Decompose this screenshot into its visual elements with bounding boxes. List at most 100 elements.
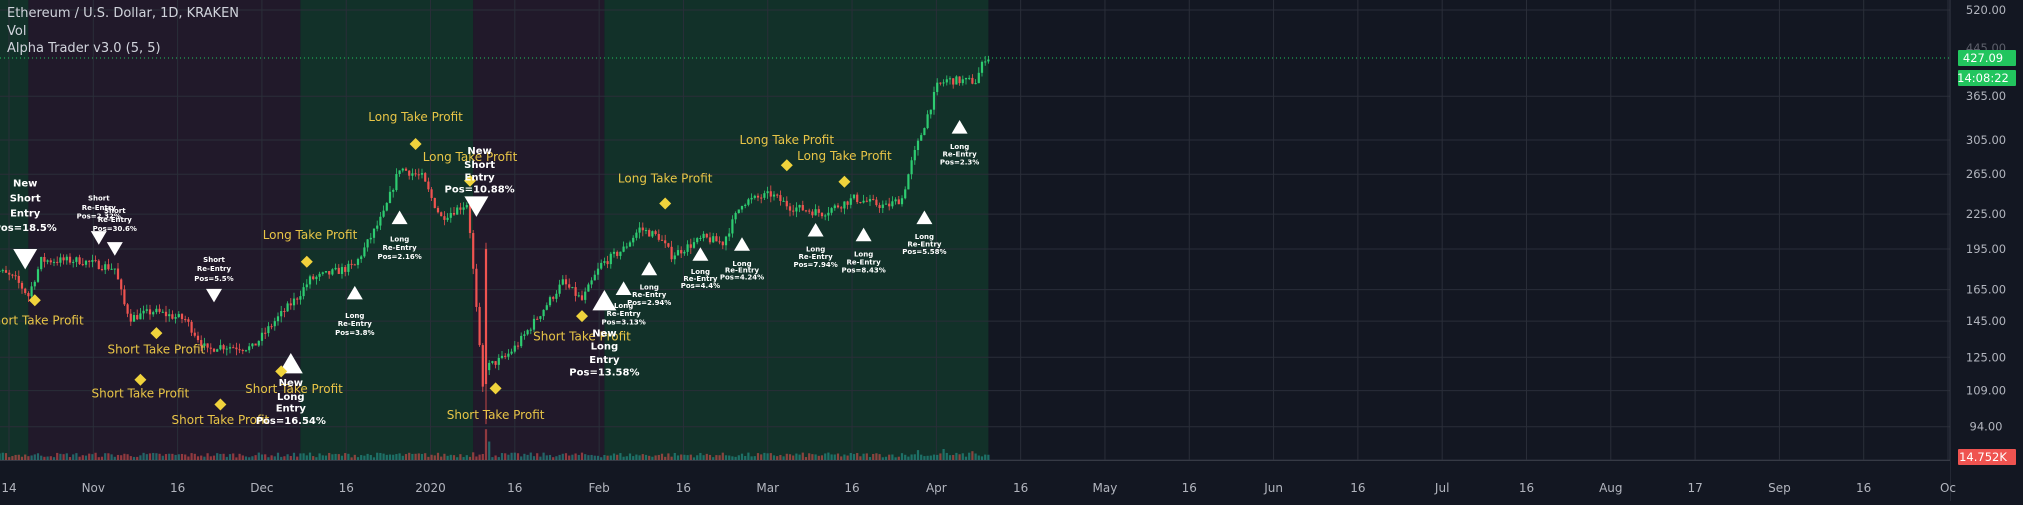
candle-body: [478, 306, 481, 346]
volume-bar: [129, 456, 132, 460]
signal-label: Re-Entry: [943, 151, 978, 159]
zone-long: [604, 0, 989, 460]
time-tick-label: 16: [1350, 481, 1365, 495]
candle-body: [724, 236, 728, 246]
signal-label: Short: [88, 194, 110, 202]
volume-bar: [248, 457, 251, 460]
last-price-label: 427.09: [1963, 51, 2003, 65]
signal-label: Re-Entry: [383, 244, 418, 252]
candle-body: [171, 314, 174, 319]
candle-body: [849, 198, 852, 205]
candle-body: [68, 256, 72, 263]
volume-bar: [46, 456, 49, 460]
take-profit-diamond: [838, 175, 851, 188]
volume-bar: [78, 456, 81, 460]
volume-bar: [920, 454, 923, 460]
candle-body: [158, 308, 161, 312]
volume-bar: [276, 452, 280, 460]
volume-bar: [308, 452, 312, 460]
candle-body: [276, 316, 280, 322]
candle-body: [846, 201, 849, 205]
signal-label: Long: [640, 284, 659, 292]
signal-label: Long Take Profit: [797, 149, 892, 163]
candle-body: [747, 199, 750, 205]
volume-bar: [539, 456, 542, 460]
signal-label: Pos=4.4%: [681, 282, 720, 290]
signal-label: Long Take Profit: [368, 110, 463, 124]
volume-bar: [625, 456, 628, 460]
volume-bar: [884, 456, 888, 460]
candle-body: [740, 205, 744, 210]
candle-body: [196, 335, 200, 341]
candle-body: [516, 345, 520, 347]
candle-body: [785, 200, 788, 207]
volume-bar: [107, 453, 110, 460]
volume-bar: [244, 456, 248, 460]
signal-label: Pos=13.58%: [569, 367, 639, 378]
candle-body: [328, 271, 331, 275]
volume-bar: [382, 453, 385, 460]
signal-label: Pos=2.3%: [940, 158, 979, 166]
volume-bar: [606, 455, 609, 460]
candle-body: [532, 318, 536, 330]
volume-bar: [856, 453, 859, 460]
take-profit-diamond: [780, 159, 793, 172]
volume-bar: [552, 457, 555, 460]
volume-bar: [891, 454, 894, 460]
volume-bar: [385, 454, 388, 460]
volume-bar: [708, 454, 712, 460]
volume-bar: [600, 457, 603, 460]
volume-label: 14.752K: [1959, 450, 2007, 464]
candle-body: [856, 194, 859, 203]
candle-body: [177, 314, 180, 318]
signal-label: Short Take Profit: [533, 329, 631, 343]
volume-bar: [798, 454, 801, 460]
candle-body: [830, 208, 833, 213]
volume-bar: [817, 455, 820, 460]
volume-bar: [820, 455, 824, 460]
volume-bar: [948, 455, 952, 460]
volume-bar: [657, 454, 660, 460]
candle-body: [436, 207, 440, 213]
candle-body: [132, 315, 136, 322]
volume-bar: [94, 452, 97, 460]
volume-bar: [766, 453, 769, 460]
volume-bar: [104, 453, 107, 460]
volume-bar: [142, 452, 145, 460]
candle-body: [923, 128, 926, 136]
volume-bar: [824, 453, 827, 460]
price-tick-label: 165.00: [1966, 283, 2006, 297]
signal-label: Entry: [276, 404, 307, 415]
time-tick-label: 16: [676, 481, 691, 495]
candle-body: [14, 275, 17, 277]
candle-body: [456, 207, 459, 215]
candle-body: [827, 212, 830, 216]
candle-body: [667, 243, 670, 247]
time-tick-label: 16: [339, 481, 354, 495]
candle-body: [731, 219, 734, 234]
volume-bar: [936, 454, 939, 460]
candle-body: [292, 298, 296, 306]
short-entry-triangle: [206, 288, 222, 303]
candle-body: [430, 189, 433, 198]
signal-label: Short: [203, 256, 225, 264]
candle-body: [216, 349, 219, 352]
volume-bar: [814, 454, 817, 460]
candle-body: [241, 350, 244, 352]
volume-bar: [628, 453, 632, 460]
volume-bar: [452, 455, 456, 460]
take-profit-diamond: [214, 398, 227, 411]
candle-body: [318, 273, 321, 277]
zone-short: [28, 0, 301, 460]
candle-body: [814, 209, 817, 216]
candle-body: [139, 313, 142, 320]
volume-bar: [353, 454, 356, 460]
candle-body: [113, 268, 116, 270]
candle-body: [1, 270, 4, 272]
volume-bar: [980, 456, 984, 460]
volume-bar: [62, 454, 65, 460]
candle-body: [270, 326, 273, 328]
candle-body: [833, 205, 836, 209]
